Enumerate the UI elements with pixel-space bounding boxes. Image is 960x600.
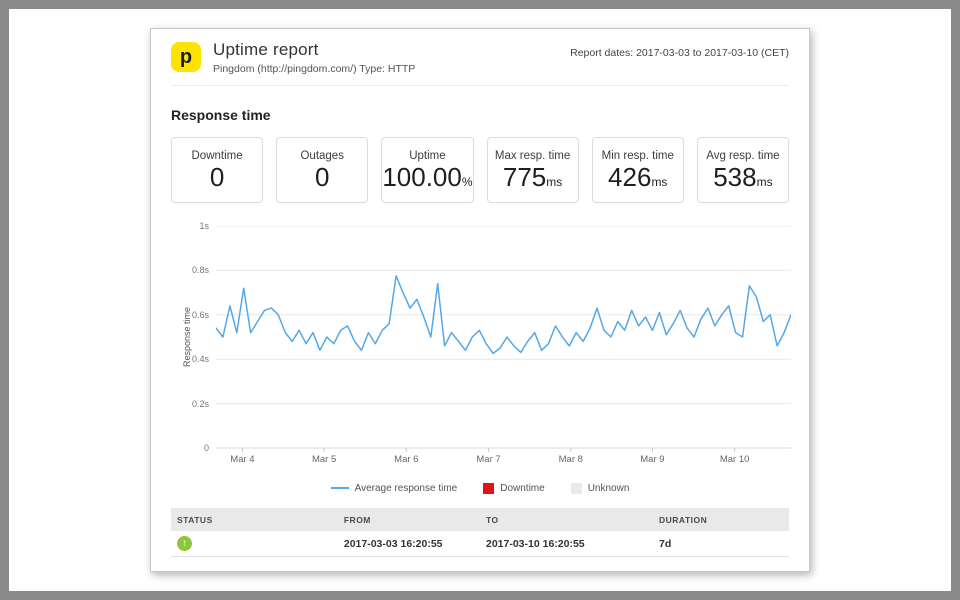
pingdom-logo-icon: p <box>171 42 201 72</box>
stat-label: Uptime <box>409 150 446 162</box>
column-header-status: STATUS <box>171 508 338 531</box>
stat-label: Downtime <box>191 150 243 162</box>
stat-value: 0 <box>172 163 262 192</box>
report-header: p Uptime report Pingdom (http://pingdom.… <box>171 29 789 86</box>
x-axis-tick: Mar 8 <box>558 454 583 465</box>
avg-response-time-line <box>216 275 791 355</box>
average-response-time-swatch-icon <box>330 487 349 489</box>
x-axis-tick: Mar 5 <box>311 454 337 465</box>
x-axis-tick: Mar 7 <box>476 454 501 465</box>
stat-label: Min resp. time <box>601 150 674 162</box>
x-axis-tick: Mar 4 <box>230 454 255 465</box>
chart-legend: Average response time Downtime Unknown <box>171 481 789 495</box>
y-axis-tick: 0 <box>203 443 209 453</box>
stat-value: 538ms <box>698 163 788 192</box>
y-axis-tick: 1s <box>199 221 209 231</box>
legend-item-average-response-time: Average response time <box>330 482 458 494</box>
stat-value-unit: ms <box>756 175 773 189</box>
stat-max-resp-time: Max resp. time 775ms <box>486 137 579 203</box>
stat-label: Max resp. time <box>494 150 571 162</box>
section-heading: Response time <box>171 107 271 123</box>
downtime-swatch-icon <box>483 482 495 494</box>
column-header-duration: DURATION <box>653 508 789 531</box>
y-axis-tick: 0.6s <box>191 309 209 320</box>
stat-value-unit: % <box>461 175 473 189</box>
page-title: Uptime report <box>213 40 319 59</box>
y-axis-tick: 0.2s <box>191 398 209 409</box>
stat-uptime: Uptime 100.00% <box>381 137 474 203</box>
stat-value-number: 100.00 <box>382 162 462 192</box>
status-cell: ↑ <box>171 531 338 557</box>
y-axis-tick: 0.4s <box>191 354 209 365</box>
stat-value-number: 0 <box>315 162 330 192</box>
y-axis-tick: 0.8s <box>191 265 209 276</box>
legend-item-downtime: Downtime <box>483 482 545 494</box>
stat-value: 426ms <box>593 163 683 192</box>
up-arrow-status-icon: ↑ <box>177 536 192 551</box>
stat-value: 775ms <box>488 163 578 192</box>
x-axis-tick: Mar 9 <box>640 454 665 465</box>
stat-value-number: 775 <box>502 162 547 192</box>
stat-outages: Outages 0 <box>276 137 369 203</box>
stat-label: Avg resp. time <box>706 150 780 162</box>
legend-label: Downtime <box>500 482 545 494</box>
stat-value-number: 426 <box>608 162 652 192</box>
legend-label: Average response time <box>354 482 458 494</box>
stat-min-resp-time: Min resp. time 426ms <box>591 137 684 203</box>
report-dates: Report dates: 2017-03-03 to 2017-03-10 (… <box>570 47 789 59</box>
stat-value-unit: ms <box>546 175 563 189</box>
stats-row: Downtime 0 Outages 0 Uptime 100.00% Max resp. … <box>171 137 789 203</box>
check-subtitle: Pingdom (http://pingdom.com/) Type: HTTP <box>213 63 416 75</box>
uptime-events-table: STATUS FROM TO DURATION ↑ 2017-03-03 16:20:5… <box>171 508 789 557</box>
duration-cell: 7d <box>653 531 789 557</box>
column-header-from: FROM <box>337 508 480 531</box>
from-cell: 2017-03-03 16:20:55 <box>337 531 480 557</box>
legend-item-unknown: Unknown <box>570 482 630 494</box>
table-header-row: STATUS FROM TO DURATION <box>171 508 789 531</box>
legend-label: Unknown <box>587 482 630 494</box>
stat-value-number: 538 <box>713 162 757 192</box>
uptime-row: ↑ 2017-03-03 16:20:55 2017-03-10 16:20:55 7… <box>171 531 789 557</box>
stat-value: 0 <box>277 163 367 192</box>
stat-downtime: Downtime 0 <box>171 137 264 203</box>
column-header-to: TO <box>479 508 654 531</box>
response-time-chart: Response time 0 0.2s 0.4s 0.6s 0.8s 1s Mar 4 Ma… <box>171 221 791 470</box>
x-axis-tick: Mar 10 <box>719 454 750 465</box>
x-axis-tick: Mar 6 <box>394 454 419 465</box>
stat-value: 100.00% <box>382 163 472 192</box>
report-card: p Uptime report Pingdom (http://pingdom.… <box>150 28 810 572</box>
stat-value-number: 0 <box>209 162 225 192</box>
chart-plot-area[interactable] <box>216 226 791 456</box>
stat-avg-resp-time: Avg resp. time 538ms <box>696 137 789 203</box>
stat-label: Outages <box>300 150 344 162</box>
unknown-swatch-icon <box>570 482 582 494</box>
stat-value-unit: ms <box>651 175 668 189</box>
to-cell: 2017-03-10 16:20:55 <box>479 531 654 557</box>
